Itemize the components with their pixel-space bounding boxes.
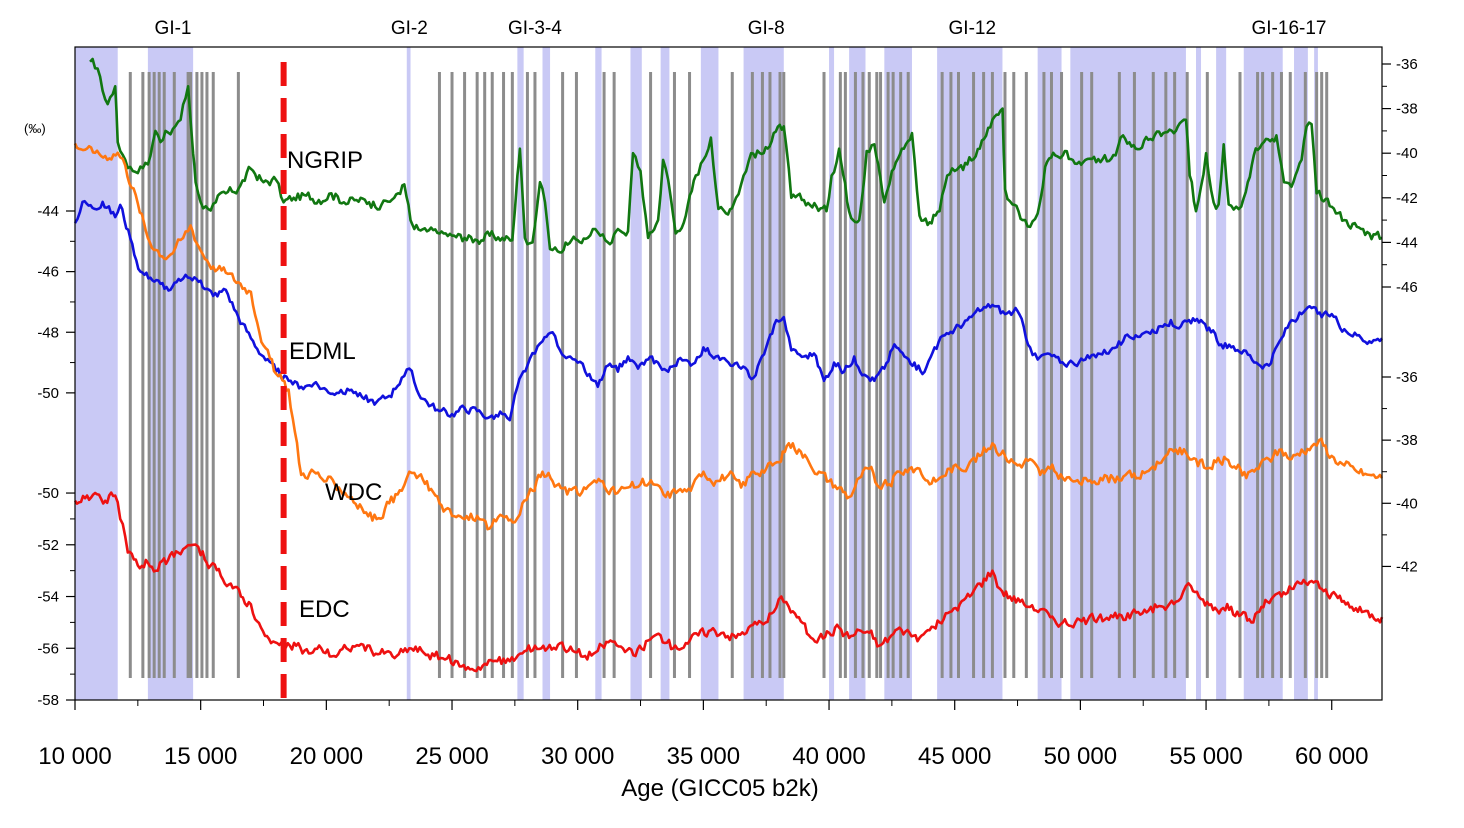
- y-tick-label-wdc: -42: [1396, 558, 1418, 575]
- x-tick-label: 55 000: [1169, 743, 1242, 770]
- y-tick-label-edc: -50: [37, 485, 59, 502]
- x-tick-label: 35 000: [667, 743, 740, 770]
- y-tick-label-wdc: -36: [1396, 369, 1418, 386]
- y-tick-label-edml: -44: [37, 203, 59, 220]
- y-tick-label-edc: -56: [37, 640, 59, 657]
- y-tick-label-ngrip: -36: [1396, 56, 1418, 73]
- x-axis-title: Age (GICC05 b2k): [621, 775, 818, 802]
- interstadial-band-16: [1196, 47, 1202, 700]
- unit-label: (‰): [24, 121, 46, 136]
- series-label-edc: EDC: [299, 596, 350, 623]
- series-label-edml: EDML: [289, 338, 356, 365]
- y-tick-label-ngrip: -42: [1396, 190, 1418, 207]
- y-tick-label-edc: -52: [37, 537, 59, 554]
- x-tick-label: 15 000: [164, 743, 237, 770]
- y-tick-label-edml: -46: [37, 264, 59, 281]
- series-ngrip-line: [89, 57, 1383, 254]
- x-tick-label: 50 000: [1044, 743, 1117, 770]
- series-edc-line: [73, 491, 1384, 673]
- axes: 10 000 15 000 20 000 25 000 30 000 35 000 40 0…: [37, 46, 1418, 770]
- y-tick-label-wdc: -40: [1396, 495, 1418, 512]
- x-tick-label: 60 000: [1295, 743, 1368, 770]
- y-tick-label-ngrip: -46: [1396, 279, 1418, 296]
- interstadial-band-0: [75, 47, 118, 700]
- gi-label-4: GI-12: [949, 18, 997, 39]
- interstadial-band-2: [406, 47, 411, 700]
- interstadial-band-7: [660, 47, 670, 700]
- x-tick-label: 25 000: [415, 743, 488, 770]
- x-tick-label: 40 000: [792, 743, 865, 770]
- gi-label-1: GI-2: [391, 18, 428, 39]
- y-tick-label-edml: -48: [37, 324, 59, 341]
- y-tick-label-edc: -54: [37, 589, 59, 606]
- y-tick-label-edml: -50: [37, 385, 59, 402]
- series-wdc-line: [73, 142, 1384, 531]
- gi-label-3: GI-8: [748, 18, 785, 39]
- gi-label-2: GI-3-4: [508, 18, 562, 39]
- interstadial-band-14: [1037, 47, 1062, 700]
- interstadial-band-10: [829, 47, 835, 700]
- x-tick-label: 30 000: [541, 743, 614, 770]
- gi-label-0: GI-1: [155, 18, 192, 39]
- interstadial-band-3: [517, 47, 524, 700]
- series-edml-line: [73, 199, 1384, 422]
- y-tick-label-ngrip: -40: [1396, 145, 1418, 162]
- x-tick-label: 45 000: [918, 743, 991, 770]
- plot-frame: [74, 46, 1383, 701]
- series-lines: [73, 57, 1384, 673]
- interstadial-band-6: [630, 47, 642, 700]
- x-tick-label: 20 000: [290, 743, 363, 770]
- series-label-ngrip: NGRIP: [287, 147, 363, 174]
- series-label-wdc: WDC: [325, 479, 382, 506]
- gi-labels: GI-1 GI-2 GI-3-4 GI-8 GI-12 GI-16-17: [155, 18, 1327, 39]
- x-tick-label: 10 000: [38, 743, 111, 770]
- gi-label-5: GI-16-17: [1252, 18, 1327, 39]
- interstadial-band-15: [1070, 47, 1186, 700]
- y-tick-label-ngrip: -38: [1396, 101, 1418, 118]
- interstadial-band-4: [542, 47, 551, 700]
- interstadial-band-5: [595, 47, 602, 700]
- interstadial-band-8: [700, 47, 719, 700]
- y-tick-label-wdc: -38: [1396, 432, 1418, 449]
- interstadial-band-17: [1216, 47, 1227, 700]
- y-tick-label-edc: -58: [37, 692, 59, 709]
- y-tick-label-ngrip: -44: [1396, 234, 1418, 251]
